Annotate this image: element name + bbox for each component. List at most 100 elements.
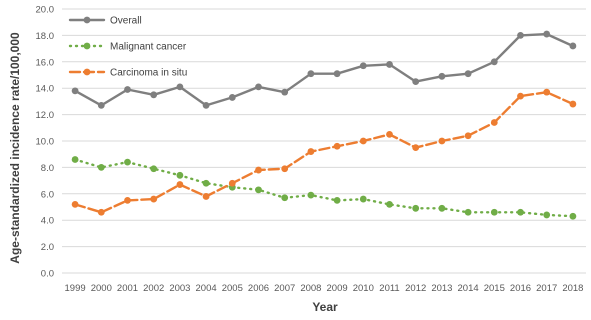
y-tick-label: 8.0: [41, 163, 54, 174]
legend-item: Overall: [68, 16, 142, 27]
x-tick-label: 2006: [248, 283, 269, 294]
x-tick-label: 2013: [431, 283, 452, 294]
data-point: [176, 83, 184, 91]
data-point: [281, 88, 289, 96]
x-tick-label: 2010: [353, 283, 374, 294]
series-line: [73, 158, 575, 218]
data-point: [124, 158, 131, 166]
data-point: [412, 204, 420, 212]
x-tick-label: 2012: [405, 283, 426, 294]
data-point: [228, 179, 236, 187]
data-point: [412, 144, 420, 152]
data-point: [438, 72, 446, 80]
y-tick-label: 12.0: [36, 110, 55, 121]
data-point: [569, 42, 577, 50]
data-point: [124, 197, 131, 204]
data-point: [281, 194, 289, 202]
data-point: [490, 58, 498, 66]
data-point: [307, 191, 315, 199]
x-tick-label: 2007: [274, 283, 295, 294]
x-tick-label: 2018: [562, 283, 583, 294]
series-line: [73, 90, 575, 214]
y-axis-tick-labels: 0.0 2.0 4.0 6.0 8.0 10.0 12.0 14.0 16.0 18.0 20.0: [36, 5, 55, 280]
y-tick-label: 10.0: [36, 137, 55, 148]
legend-label: Malignant cancer: [110, 42, 187, 53]
gridlines: [62, 8, 586, 274]
x-tick-label: 2017: [536, 283, 557, 294]
data-point: [386, 200, 393, 208]
x-tick-label: 1999: [65, 283, 86, 294]
x-tick-label: 2003: [169, 283, 190, 294]
data-point: [202, 193, 210, 200]
data-point: [569, 100, 577, 108]
x-tick-label: 2002: [143, 283, 164, 294]
legend-marker: [83, 16, 91, 24]
data-point: [333, 197, 341, 204]
data-point: [438, 204, 446, 212]
data-point: [307, 70, 315, 78]
data-point: [517, 208, 524, 216]
series-line: [73, 32, 575, 107]
legend-marker: [83, 42, 91, 50]
data-point: [150, 195, 158, 203]
data-point: [281, 165, 289, 173]
x-tick-label: 2008: [300, 283, 321, 294]
data-point: [438, 137, 446, 145]
legend-item: Carcinoma in situ: [68, 68, 187, 79]
data-point: [71, 87, 79, 95]
x-tick-label: 2015: [484, 283, 505, 294]
data-point: [412, 78, 420, 85]
data-point: [124, 86, 131, 93]
y-tick-label: 16.0: [36, 57, 55, 68]
y-tick-label: 14.0: [36, 84, 55, 95]
y-tick-label: 6.0: [41, 189, 54, 200]
x-tick-label: 2001: [117, 283, 138, 294]
data-point: [202, 101, 210, 109]
y-tick-label: 20.0: [36, 5, 55, 16]
data-point: [490, 119, 498, 126]
data-point: [517, 92, 524, 100]
data-point: [543, 88, 551, 96]
series-carcinoma-in-situ: [71, 88, 577, 216]
data-point: [333, 142, 341, 150]
x-tick-label: 2014: [458, 283, 479, 294]
x-tick-label: 2009: [327, 283, 348, 294]
data-point: [517, 32, 524, 39]
data-point: [333, 70, 341, 78]
data-point: [386, 61, 393, 68]
data-point: [97, 164, 105, 171]
legend: Overall Malignant cancer Carcinoma in situ: [68, 16, 187, 79]
data-point: [464, 208, 472, 216]
y-tick-label: 18.0: [36, 31, 55, 42]
data-point: [543, 30, 551, 38]
data-point: [307, 148, 315, 155]
legend-label: Carcinoma in situ: [110, 68, 187, 79]
x-axis-title: Year: [312, 300, 338, 314]
data-point: [490, 208, 498, 216]
x-tick-label: 2011: [379, 283, 399, 294]
legend-item: Malignant cancer: [68, 42, 187, 53]
data-point: [543, 211, 551, 219]
data-point: [97, 208, 105, 216]
data-point: [228, 94, 236, 101]
y-tick-label: 2.0: [41, 242, 54, 253]
data-point: [255, 186, 262, 194]
data-point: [359, 195, 367, 203]
data-point: [464, 70, 472, 78]
y-tick-label: 4.0: [41, 216, 54, 227]
data-point: [97, 101, 105, 109]
y-tick-label: 0.0: [41, 269, 54, 280]
y-axis-title: Age-standardized incidence rate/100,000: [8, 32, 22, 264]
data-point: [569, 212, 577, 220]
data-point: [255, 83, 262, 91]
series-overall: [71, 30, 577, 109]
series-malignant-cancer: [71, 156, 577, 220]
legend-marker: [83, 68, 91, 76]
data-point: [202, 179, 210, 187]
data-point: [464, 132, 472, 140]
data-point: [150, 165, 158, 173]
data-point: [176, 171, 184, 179]
x-tick-label: 2005: [222, 283, 243, 294]
data-point: [386, 131, 393, 138]
